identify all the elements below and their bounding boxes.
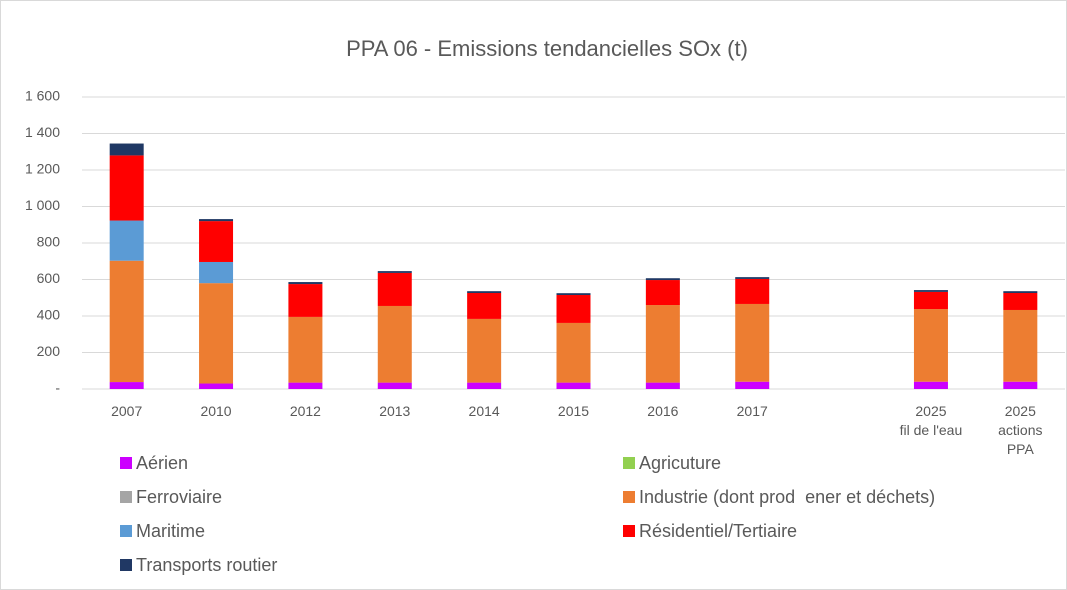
bar-segment [645,280,680,306]
bar-segment [913,291,948,310]
x-tick-label: 2016 [647,403,679,419]
bar-segment [109,155,144,221]
legend-label: Aérien [136,453,189,473]
bar-segment [467,382,502,389]
bar-segment [645,305,680,383]
y-tick-label: 1 400 [25,124,60,140]
x-tick-label: 2010 [200,403,232,419]
y-tick-label: 800 [37,234,61,250]
bar-segment [556,293,591,296]
bar-segment [288,316,323,383]
legend-entry: Industrie (dont prod ener et déchets) [623,487,935,508]
bar-segment [913,381,948,389]
bar-segment [199,383,234,389]
x-tick-label: 2015 [557,403,590,419]
bar-segment [199,221,234,262]
bar-segment [556,382,591,389]
bar-segment [109,382,144,389]
bar-segment [645,278,680,281]
bar-segment [467,318,502,383]
legend-label: Agricuture [639,453,722,473]
legend-label: Transports routier [136,555,278,575]
legend-swatch [120,457,132,469]
y-tick-label: 600 [37,270,61,286]
bar-segment [199,283,234,384]
legend-entry: Résidentiel/Tertiaire [623,521,797,542]
y-tick-label: 1 600 [25,88,60,104]
x-tick-label: 2014 [468,403,500,419]
bar-segment [913,290,948,292]
bar-segment [377,305,412,383]
bar-segment [109,143,144,156]
x-tick-label: 2025 fil de l'eau [899,403,963,438]
bar-segment [913,309,948,382]
legend-label: Maritime [136,521,206,541]
x-tick-label: 2025 actions PPA [998,403,1043,457]
x-tick-label: 2017 [736,403,768,419]
bar-segment [288,382,323,389]
legend-entry: Maritime [120,521,205,542]
bar-segment [556,295,591,323]
x-tick-label: 2012 [289,403,321,419]
legend-swatch [120,491,132,503]
bar-segment [1003,309,1038,382]
bar-segment [1003,293,1038,310]
legend-swatch [623,457,635,469]
legend-swatch [120,559,132,571]
legend-swatch [623,525,635,537]
bar-segment [735,303,770,382]
legend-label: Résidentiel/Tertiaire [639,521,798,541]
bar-segment [1003,291,1038,294]
legend-swatch [623,491,635,503]
legend-entry: Transports routier [120,555,277,576]
bar-segment [199,261,234,284]
y-tick-label: 400 [37,307,61,323]
legend-entry: Agricuture [623,453,721,474]
y-tick-label: - [55,380,60,396]
legend-entry: Ferroviaire [120,487,222,508]
bar-segment [1003,381,1038,389]
bar-segment [199,219,234,222]
bar-segment [467,293,502,319]
legend-label: Ferroviaire [136,487,223,507]
bar-segment [109,220,144,261]
legend-label: Industrie (dont prod ener et déchets) [639,487,936,507]
bar-segment [288,284,323,317]
legend-swatch [120,525,132,537]
bar-segment [377,271,412,273]
bar-segment [735,381,770,389]
bar-segment [467,291,502,294]
chart-title: PPA 06 - Emissions tendancielles SOx (t) [346,36,748,61]
bar-segment [377,272,412,306]
bar-segment [645,382,680,389]
bar-segment [735,277,770,279]
bar-segment [288,282,323,285]
bar-segment [109,260,144,383]
x-tick-label: 2013 [379,403,411,419]
bar-segment [556,322,591,383]
y-tick-label: 200 [37,343,61,359]
x-tick-label: 2007 [111,403,143,419]
legend-entry: Aérien [120,453,188,474]
bar-segment [735,278,770,304]
y-tick-label: 1 200 [25,161,60,177]
bar-segment [377,382,412,389]
y-tick-label: 1 000 [25,197,60,213]
